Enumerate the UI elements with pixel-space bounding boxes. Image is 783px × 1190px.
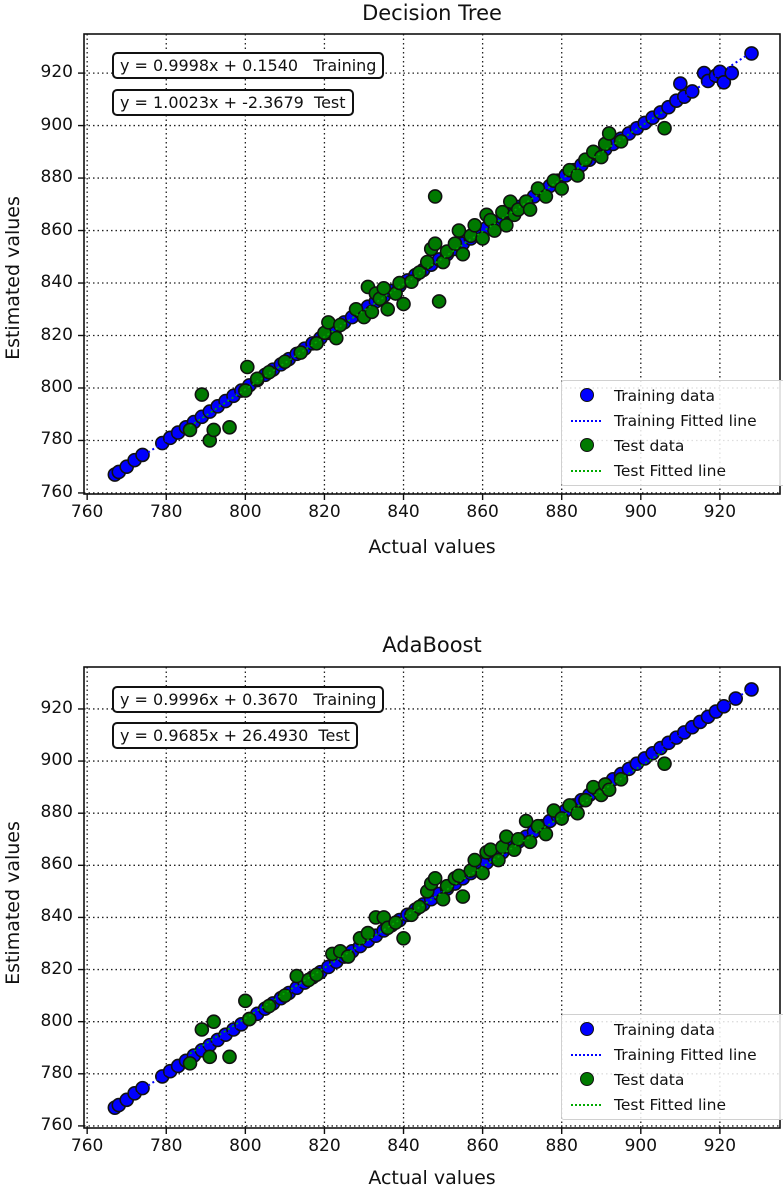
x-tick-label: 840 — [387, 1136, 420, 1156]
x-tick-label: 860 — [466, 1136, 499, 1156]
x-tick-label: 880 — [545, 502, 578, 522]
x-tick-label: 920 — [703, 502, 737, 522]
y-tick-label: 820 — [40, 958, 73, 979]
y-tick-label: 860 — [40, 854, 73, 875]
y-tick-label: 780 — [40, 1062, 73, 1083]
green-circle-marker-icon — [580, 438, 594, 452]
legend-item-test-data: Test data — [566, 1067, 782, 1092]
y-tick-label: 780 — [40, 429, 73, 450]
y-tick-label: 880 — [40, 802, 73, 823]
y-tick-label: 900 — [40, 750, 73, 771]
legend-item-test-fit: Test Fitted line — [566, 458, 782, 483]
y-tick-label: 840 — [40, 272, 73, 293]
legend-item-test-fit: Test Fitted line — [566, 1092, 782, 1117]
training-equation-box: y = 0.9998x + 0.1540 Training — [112, 52, 385, 79]
y-tick-label: 880 — [40, 167, 73, 188]
legend-item-training-data: Training data — [566, 1017, 782, 1042]
test-points — [182, 120, 672, 448]
y-tick-label: 820 — [40, 324, 73, 345]
x-tick-label: 780 — [150, 502, 183, 522]
y-tick-label: 760 — [40, 481, 73, 502]
x-tick-label: 900 — [624, 1136, 658, 1156]
decision-tree-plot: Decision Tree Estimated values Actual va… — [2, 1, 783, 558]
legend: Training data Training Fitted line Test … — [561, 1014, 783, 1120]
plot-title: Decision Tree — [362, 1, 502, 25]
axes-frame — [83, 33, 781, 495]
x-axis-label: Actual values — [368, 1167, 496, 1189]
x-tick-label: 800 — [229, 1136, 262, 1156]
x-tick-label: 840 — [387, 502, 420, 522]
plot-title: AdaBoost — [382, 633, 482, 657]
blue-circle-marker-icon — [580, 388, 594, 402]
y-tick-label: 920 — [40, 62, 73, 83]
blue-dotted-line-icon — [571, 420, 601, 422]
legend-item-training-fit: Training Fitted line — [566, 1042, 782, 1067]
y-tick-label: 800 — [40, 376, 73, 397]
training-equation-box: y = 0.9996x + 0.3670 Training — [112, 686, 385, 713]
training-fitted-line — [114, 687, 753, 1109]
green-dotted-line-icon — [571, 1104, 601, 1106]
x-tick-label: 780 — [150, 1136, 183, 1156]
test-equation-box: y = 1.0023x + -2.3679 Test — [112, 89, 354, 116]
x-tick-label: 820 — [308, 1136, 341, 1156]
y-tick-label: 900 — [40, 114, 73, 135]
green-dotted-line-icon — [571, 470, 601, 472]
y-tick-label: 840 — [40, 906, 73, 927]
test-fitted-line — [189, 750, 665, 1055]
legend-item-training-fit: Training Fitted line — [566, 408, 782, 433]
axes-frame — [83, 666, 781, 1129]
x-tick-label: 920 — [703, 1136, 737, 1156]
blue-dotted-line-icon — [571, 1054, 601, 1056]
training-fitted-line — [114, 51, 753, 476]
test-equation-box: y = 0.9685x + 26.4930 Test — [112, 722, 358, 749]
blue-circle-marker-icon — [580, 1022, 594, 1036]
x-axis-label: Actual values — [368, 536, 496, 558]
y-tick-label: 800 — [40, 1010, 73, 1031]
x-tick-label: 820 — [308, 502, 341, 522]
legend: Training data Training Fitted line Test … — [561, 380, 783, 486]
x-tick-label: 900 — [624, 502, 658, 522]
y-tick-label: 860 — [40, 219, 73, 240]
scatter-canvas — [78, 33, 781, 500]
x-tick-label: 760 — [70, 502, 104, 522]
y-tick-label: 760 — [40, 1114, 73, 1135]
x-tick-label: 800 — [229, 502, 262, 522]
x-tick-label: 880 — [545, 1136, 578, 1156]
green-circle-marker-icon — [580, 1072, 594, 1086]
y-tick-label: 920 — [40, 697, 73, 718]
x-tick-label: 760 — [70, 1136, 104, 1156]
x-tick-label: 860 — [466, 502, 499, 522]
legend-item-training-data: Training data — [566, 383, 782, 408]
legend-item-test-data: Test data — [566, 433, 782, 458]
